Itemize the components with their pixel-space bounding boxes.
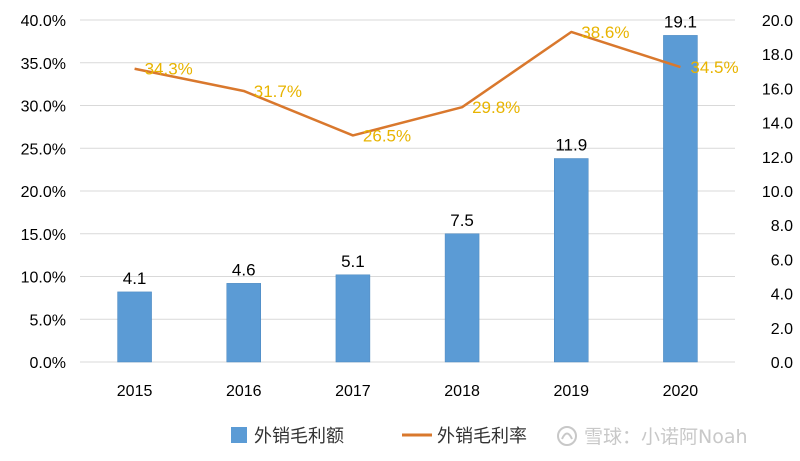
grid-lines xyxy=(80,19,735,320)
left-tick-label: 15.0% xyxy=(21,227,66,244)
line-value-label: 38.6% xyxy=(581,23,629,42)
line-value-label: 31.7% xyxy=(254,82,302,101)
left-tick-label: 5.0% xyxy=(30,312,66,329)
left-tick-label: 10.0% xyxy=(21,270,66,287)
line-value-label: 29.8% xyxy=(472,98,520,117)
bar-data-labels: 4.1 4.6 5.1 7.5 11.9 19.1 xyxy=(123,12,697,288)
right-tick-label: 16.0 xyxy=(762,81,793,98)
bar-value-label: 11.9 xyxy=(555,136,587,155)
bar xyxy=(554,158,589,363)
snowball-logo-icon xyxy=(557,426,577,446)
bar xyxy=(226,283,261,363)
line-path xyxy=(134,30,681,137)
x-tick-label: 2019 xyxy=(553,383,589,400)
bar-value-label: 7.5 xyxy=(450,211,474,230)
line-series xyxy=(134,30,681,137)
x-tick-label: 2015 xyxy=(117,383,153,400)
x-axis-labels: 2015 2016 2017 2018 2019 2020 xyxy=(117,383,699,400)
right-tick-label: 14.0 xyxy=(762,116,793,133)
right-tick-label: 0.0 xyxy=(771,355,793,372)
bar xyxy=(117,291,152,363)
bar-value-label: 4.6 xyxy=(232,260,256,279)
legend-line-label: 外销毛利率 xyxy=(437,426,527,447)
legend: 外销毛利额 外销毛利率 xyxy=(231,426,527,447)
legend-bar-swatch xyxy=(231,427,247,443)
legend-bar-label: 外销毛利额 xyxy=(254,426,344,447)
watermark-text: 雪球：小诺阿Noah xyxy=(584,426,748,448)
bar-value-label: 5.1 xyxy=(341,252,365,271)
left-axis: 0.0% 5.0% 10.0% 15.0% 20.0% 25.0% 30.0% 35.0% 40… xyxy=(21,13,66,372)
bar xyxy=(335,274,371,363)
bar-value-label: 19.1 xyxy=(664,12,697,31)
left-tick-label: 0.0% xyxy=(30,355,66,372)
line-value-label: 26.5% xyxy=(363,126,411,145)
left-tick-label: 25.0% xyxy=(21,141,66,158)
left-tick-label: 30.0% xyxy=(21,99,66,116)
right-tick-label: 12.0 xyxy=(762,150,793,167)
bar-series xyxy=(117,35,698,363)
left-tick-label: 40.0% xyxy=(21,13,66,30)
left-tick-label: 35.0% xyxy=(21,56,66,73)
line-value-label: 34.3% xyxy=(145,60,193,79)
right-tick-label: 4.0 xyxy=(771,287,793,304)
bar xyxy=(444,233,480,363)
line-data-labels: 34.3% 31.7% 26.5% 29.8% 38.6% 34.5% xyxy=(145,23,739,145)
right-tick-label: 2.0 xyxy=(771,321,793,338)
x-tick-label: 2018 xyxy=(444,383,480,400)
x-tick-label: 2016 xyxy=(226,383,262,400)
x-tick-label: 2017 xyxy=(335,383,371,400)
x-tick-label: 2020 xyxy=(663,383,699,400)
right-tick-label: 18.0 xyxy=(762,47,793,64)
watermark: 雪球：小诺阿Noah xyxy=(557,426,748,448)
right-axis: 0.0 2.0 4.0 6.0 8.0 10.0 12.0 14.0 16.0 18.0 20.0 xyxy=(762,13,793,372)
right-tick-label: 20.0 xyxy=(762,13,793,30)
left-tick-label: 20.0% xyxy=(21,184,66,201)
line-value-label: 34.5% xyxy=(690,58,738,77)
right-tick-label: 6.0 xyxy=(771,252,793,269)
bar xyxy=(663,35,698,363)
right-tick-label: 10.0 xyxy=(762,184,793,201)
right-tick-label: 8.0 xyxy=(771,218,793,235)
bar-value-label: 4.1 xyxy=(123,269,147,288)
